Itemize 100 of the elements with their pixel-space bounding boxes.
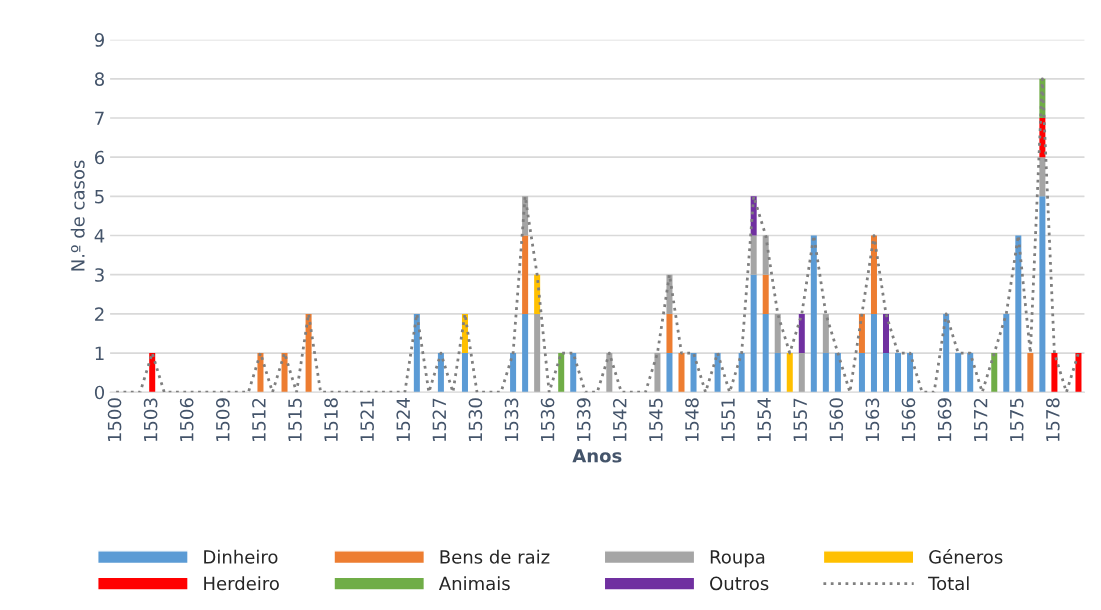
legend-label: Total bbox=[928, 576, 969, 591]
x-tick-label: 1527 bbox=[432, 398, 447, 442]
bar bbox=[437, 353, 444, 393]
legend-label: Bens de raiz bbox=[440, 549, 550, 564]
x-tick-label: 1518 bbox=[324, 398, 338, 442]
bar bbox=[822, 353, 829, 393]
bar bbox=[606, 353, 613, 393]
x-tick-label: 1563 bbox=[865, 398, 880, 442]
bar bbox=[1051, 353, 1058, 393]
bar bbox=[762, 235, 769, 275]
bar bbox=[461, 353, 468, 393]
x-tick-label: 1503 bbox=[143, 398, 158, 442]
x-tick-label: 1506 bbox=[179, 398, 194, 442]
bar bbox=[786, 353, 793, 393]
x-tick-label: 1512 bbox=[252, 398, 266, 442]
x-axis-title: Anos bbox=[572, 449, 622, 463]
x-tick-label: 1533 bbox=[504, 398, 519, 442]
bar bbox=[858, 353, 865, 393]
bar bbox=[413, 313, 420, 393]
bar bbox=[534, 313, 541, 393]
bar bbox=[762, 274, 769, 314]
x-tick-label: 1566 bbox=[901, 398, 916, 442]
bar bbox=[1015, 235, 1022, 393]
x-tick-label: 1509 bbox=[215, 398, 230, 442]
bar bbox=[882, 313, 890, 354]
y-tick-label: 4 bbox=[94, 229, 105, 243]
y-tick-label: 2 bbox=[95, 307, 104, 321]
x-tick-label: 1548 bbox=[685, 398, 699, 442]
bar bbox=[762, 313, 769, 393]
y-tick-label: 5 bbox=[95, 190, 104, 204]
bar bbox=[774, 353, 781, 393]
bar bbox=[522, 313, 529, 393]
y-axis-title: N.º de casos bbox=[70, 160, 85, 271]
bar bbox=[882, 353, 890, 393]
legend-label: Roupa bbox=[710, 550, 765, 568]
y-tick-label: 1 bbox=[95, 346, 104, 360]
legend-label: Animais bbox=[438, 576, 510, 591]
bar bbox=[1039, 157, 1046, 197]
x-tick-label: 1560 bbox=[829, 398, 844, 442]
bar bbox=[1039, 196, 1046, 393]
bar bbox=[774, 313, 781, 354]
x-tick-label: 1545 bbox=[649, 398, 663, 442]
bar bbox=[822, 313, 829, 354]
y-tick-label: 9 bbox=[94, 33, 104, 47]
y-tick-label: 7 bbox=[95, 111, 104, 125]
bar bbox=[870, 313, 877, 393]
x-tick-label: 1569 bbox=[937, 398, 952, 442]
bar bbox=[738, 353, 745, 393]
bar bbox=[1027, 353, 1034, 393]
bar bbox=[967, 353, 974, 393]
bar bbox=[810, 235, 817, 393]
bar bbox=[870, 235, 877, 314]
bar bbox=[522, 235, 529, 314]
bar bbox=[943, 313, 950, 393]
x-tick-label: 1515 bbox=[288, 398, 302, 442]
bar bbox=[798, 313, 805, 354]
x-tick-label: 1578 bbox=[1045, 398, 1060, 442]
bar bbox=[654, 353, 661, 393]
y-tick-label: 8 bbox=[94, 72, 104, 86]
bar bbox=[991, 353, 998, 393]
x-tick-label: 1572 bbox=[973, 398, 988, 442]
legend-label: Herdeiro bbox=[204, 576, 279, 591]
legend-label: Dinheiro bbox=[204, 549, 278, 564]
legend-label: Géneros bbox=[929, 549, 1003, 564]
bar bbox=[570, 353, 577, 393]
x-tick-label: 1536 bbox=[540, 398, 555, 442]
bar bbox=[750, 235, 757, 275]
x-tick-label: 1521 bbox=[360, 398, 374, 442]
bar bbox=[750, 274, 757, 393]
bar bbox=[257, 353, 264, 393]
bar bbox=[907, 353, 914, 393]
x-tick-label: 1551 bbox=[721, 398, 735, 442]
x-tick-label: 1539 bbox=[576, 398, 591, 442]
y-tick-label: 3 bbox=[95, 268, 104, 282]
y-tick-label: 0 bbox=[94, 385, 105, 400]
x-tick-label: 1530 bbox=[468, 398, 483, 442]
bar bbox=[955, 353, 962, 393]
bar bbox=[305, 313, 312, 393]
legend-label: Outros bbox=[710, 576, 769, 591]
x-tick-label: 1575 bbox=[1010, 398, 1024, 442]
x-tick-label: 1500 bbox=[107, 398, 122, 442]
bar bbox=[666, 353, 673, 393]
bar bbox=[558, 353, 565, 393]
bar bbox=[690, 353, 697, 393]
bar bbox=[834, 353, 841, 393]
bar bbox=[1075, 353, 1082, 393]
bar bbox=[666, 313, 673, 354]
bar bbox=[714, 353, 721, 393]
bar bbox=[798, 353, 805, 393]
bar bbox=[149, 353, 156, 393]
bar bbox=[510, 353, 517, 393]
x-tick-label: 1542 bbox=[612, 398, 627, 442]
bar bbox=[1003, 313, 1010, 393]
bar bbox=[281, 353, 288, 393]
x-tick-label: 1557 bbox=[793, 398, 808, 442]
x-tick-label: 1554 bbox=[757, 398, 771, 442]
y-tick-label: 6 bbox=[95, 150, 105, 165]
x-tick-label: 1524 bbox=[396, 398, 411, 442]
bar bbox=[895, 353, 902, 393]
bar bbox=[678, 353, 685, 393]
